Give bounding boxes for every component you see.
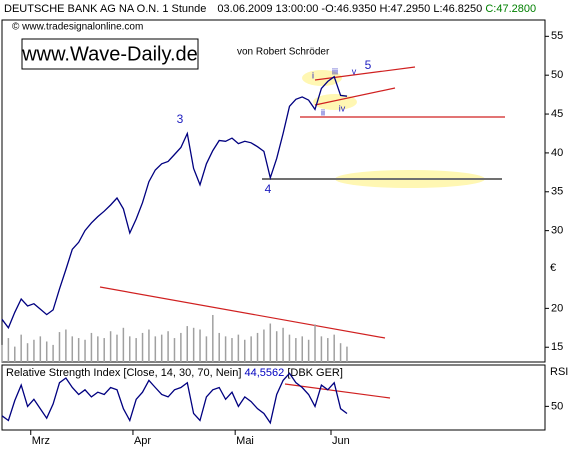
header: DEUTSCHE BANK AG NA O.N. 1 Stunde 03.06.…	[4, 3, 536, 15]
y-tick-label: 50	[551, 69, 563, 81]
unit-label: €	[550, 262, 556, 274]
wave-label: ii	[321, 107, 325, 117]
y-tick-label: 35	[551, 186, 563, 198]
copyright: © www.tradesignalonline.com	[12, 22, 143, 33]
y-tick-label: 20	[551, 302, 563, 314]
y-tick-label: 55	[551, 30, 563, 42]
y-tick-label: 45	[551, 108, 563, 120]
y-tick-label: 50	[551, 400, 563, 412]
wave-label: i	[312, 70, 314, 80]
header-title: DEUTSCHE BANK AG NA O.N. 1 Stunde	[4, 3, 206, 15]
x-tick-label: Mai	[236, 435, 254, 447]
x-tick-label: Jun	[332, 435, 350, 447]
trend-line	[314, 87, 396, 106]
rsi-panel	[1, 364, 546, 431]
trend-line	[99, 286, 386, 339]
rsi-last: 44,5562	[244, 367, 284, 379]
author: von Robert Schröder	[237, 47, 330, 58]
price-line	[1, 372, 348, 425]
rsi-symbol: [DBK GER]	[287, 367, 343, 379]
watermark-box	[21, 38, 199, 70]
close: C:47.2800	[485, 3, 536, 15]
y-tick-label: 40	[551, 147, 563, 159]
wave-label: 5	[365, 58, 372, 72]
ohl: -O:46.9350 H:47.2950 L:46.8250	[321, 3, 482, 15]
highlight	[302, 70, 342, 86]
price-panel	[1, 19, 546, 363]
x-tick-label: Mrz	[32, 435, 50, 447]
y-tick-label: 30	[551, 225, 563, 237]
wave-label: 4	[265, 182, 272, 196]
price-line	[1, 75, 348, 330]
timestamp: 03.06.2009 13:00:00	[217, 3, 318, 15]
wave-label: v	[352, 66, 357, 76]
x-tick-label: Apr	[134, 435, 151, 447]
trend-line	[284, 383, 391, 399]
watermark: www.Wave-Daily.de	[21, 43, 198, 65]
wave-label: iii	[332, 66, 338, 76]
wave-label: 3	[177, 112, 184, 126]
wave-label: iv	[339, 103, 346, 113]
rsi-axis-label: RSI	[550, 366, 568, 378]
rsi-header: Relative Strength Index [Close, 14, 30, …	[6, 367, 343, 379]
y-tick-label: 15	[551, 341, 563, 353]
rsi-title: Relative Strength Index [Close, 14, 30, …	[6, 367, 241, 379]
